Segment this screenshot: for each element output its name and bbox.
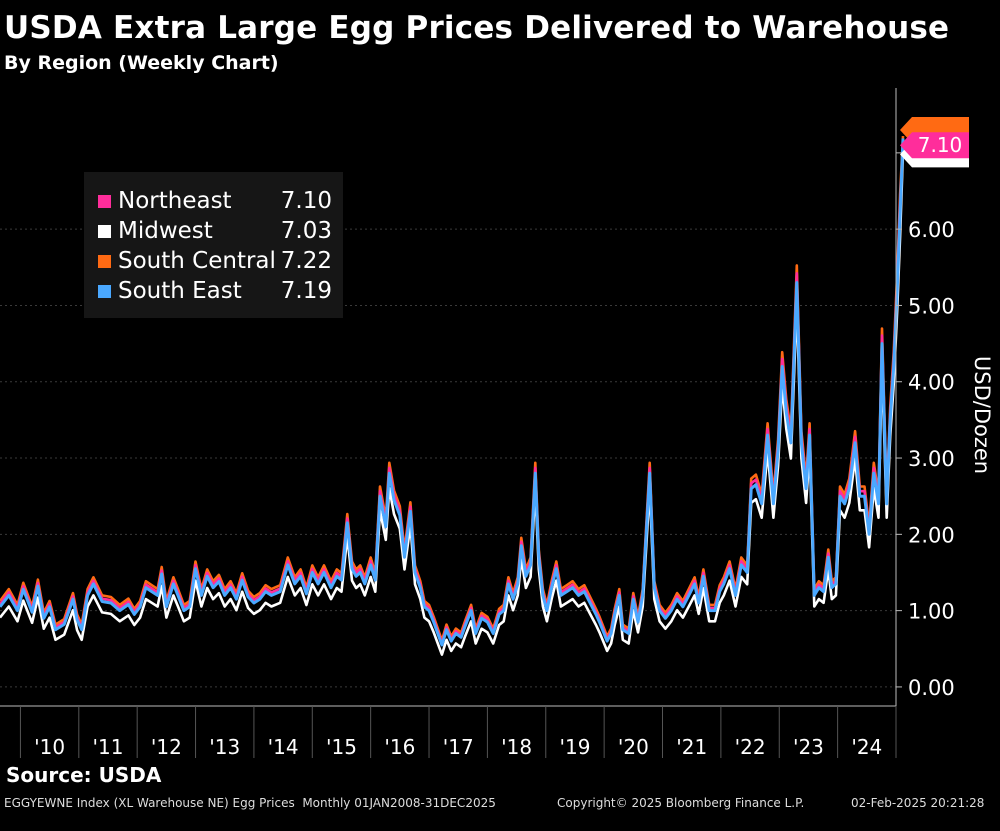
chart-subtitle: By Region (Weekly Chart)	[4, 52, 279, 74]
x-tick-label: '23	[793, 735, 824, 759]
legend-item-south-central[interactable]: South Central 7.22	[90, 246, 340, 276]
legend-swatch-midwest	[98, 225, 111, 238]
y-tick-label: 3.00	[908, 447, 955, 471]
footer-copyright: Copyright© 2025 Bloomberg Finance L.P.	[557, 796, 805, 810]
y-tick-label: 1.00	[908, 600, 955, 624]
x-tick-label: '12	[151, 735, 182, 759]
legend-swatch-northeast	[98, 195, 111, 208]
x-tick-label: '19	[559, 735, 590, 759]
legend-label-south-east: South East	[118, 278, 242, 304]
y-tick-label: 0.00	[908, 676, 955, 700]
legend-value-midwest: 7.03	[280, 218, 332, 244]
legend-value-south-central: 7.22	[280, 248, 332, 274]
last-value-tag-northeast-label: 7.10	[918, 133, 963, 157]
legend-item-northeast[interactable]: Northeast 7.10	[90, 186, 340, 216]
x-tick-label: '10	[34, 735, 65, 759]
x-tick-label: '15	[326, 735, 357, 759]
footer-index-description: EGGYEWNE Index (XL Warehouse NE) Egg Pri…	[4, 796, 496, 810]
x-tick-label: '11	[93, 735, 124, 759]
x-tick-label: '18	[501, 735, 532, 759]
legend-swatch-south-east	[98, 285, 111, 298]
legend-value-south-east: 7.19	[280, 278, 332, 304]
y-tick-label: 5.00	[908, 294, 955, 318]
x-tick-label: '16	[384, 735, 415, 759]
y-axis-label: USD/Dozen	[970, 356, 994, 474]
x-tick-label: '21	[676, 735, 707, 759]
x-tick-label: '14	[268, 735, 299, 759]
last-value-tag-northeast-shape	[900, 132, 969, 159]
legend-label-south-central: South Central	[118, 248, 276, 274]
last-value-tag-northeast: 7.10	[900, 132, 969, 159]
chart-legend: Northeast 7.10 Midwest 7.03 South Centra…	[84, 172, 343, 318]
y-tick-label: 6.00	[908, 218, 955, 242]
legend-value-northeast: 7.10	[280, 188, 332, 214]
footer-timestamp: 02-Feb-2025 20:21:28	[851, 796, 985, 810]
x-tick-label: '17	[443, 735, 474, 759]
series-line-south-east	[0, 138, 905, 647]
y-tick-label: 2.00	[908, 523, 955, 547]
source-note: Source: USDA	[6, 763, 162, 787]
legend-label-northeast: Northeast	[118, 188, 232, 214]
y-tick-label: 4.00	[908, 371, 955, 395]
x-tick-label: '22	[735, 735, 766, 759]
x-tick-label: '24	[851, 735, 882, 759]
x-tick-label: '13	[209, 735, 240, 759]
legend-item-midwest[interactable]: Midwest 7.03	[90, 216, 340, 246]
legend-item-south-east[interactable]: South East 7.19	[90, 276, 340, 306]
legend-swatch-south-central	[98, 255, 111, 268]
chart-title: USDA Extra Large Egg Prices Delivered to…	[4, 10, 950, 46]
legend-label-midwest: Midwest	[118, 218, 213, 244]
x-tick-label: '20	[618, 735, 649, 759]
